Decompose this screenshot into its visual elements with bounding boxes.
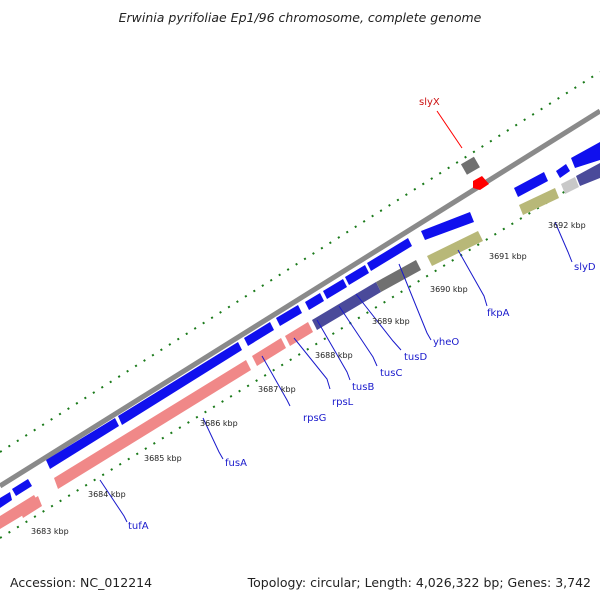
kbp-label-3690: 3690 kbp (430, 285, 468, 294)
gene-bar-gray[interactable] (376, 260, 421, 292)
slyX-callout-line (436, 110, 463, 149)
gene-bar-rpsG-operon[interactable] (252, 338, 286, 366)
kbp-label-3687: 3687 kbp (258, 385, 296, 394)
chromosome-backbone (0, 108, 600, 489)
gene-bar[interactable] (19, 496, 42, 518)
gene-label-slyX[interactable]: slyX (419, 97, 440, 108)
forward-strand-features (0, 142, 600, 508)
gene-arrow-tusC[interactable] (323, 279, 347, 299)
gene-bar-slyD-operon[interactable] (519, 188, 559, 215)
inner-tick-ring (0, 169, 600, 539)
kbp-label-3689: 3689 kbp (372, 317, 410, 326)
gene-arrow[interactable] (12, 479, 32, 496)
kbp-label-3683: 3683 kbp (31, 527, 69, 536)
gene-label-yheO[interactable]: yheO (433, 337, 459, 348)
gene-label-fusA[interactable]: fusA (225, 458, 247, 469)
genome-summary-text: Topology: circular; Length: 4,026,322 bp… (247, 575, 591, 590)
reverse-strand-features (0, 163, 600, 529)
kbp-label-3688: 3688 kbp (315, 351, 353, 360)
kbp-label-3684: 3684 kbp (88, 490, 126, 499)
kbp-label-3692: 3692 kbp (548, 221, 586, 230)
gene-arrow-tufA[interactable] (46, 418, 119, 469)
kbp-label-3686: 3686 kbp (200, 419, 238, 428)
gene-arrow-yheO[interactable] (367, 238, 412, 271)
gene-arrow[interactable] (0, 492, 12, 508)
gene-bar-tus-operon[interactable] (312, 282, 381, 330)
gene-bar-purple[interactable] (576, 163, 600, 186)
gene-arrow-tusB[interactable] (305, 293, 324, 310)
gene-callouts (99, 221, 573, 523)
gene-bar-fkpA-operon[interactable] (427, 231, 483, 266)
accession-text: Accession: NC_012214 (10, 575, 153, 590)
slyX-highlight-feature[interactable] (473, 176, 489, 190)
gene-label-slyD[interactable]: slyD (574, 262, 596, 273)
gene-label-fkpA[interactable]: fkpA (487, 308, 510, 319)
outer-tick-ring (0, 71, 600, 453)
kbp-label-3685: 3685 kbp (144, 454, 182, 463)
gene-label-tusB[interactable]: tusB (352, 382, 374, 393)
gene-arrow-rpsL[interactable] (276, 305, 302, 326)
gene-label-tusC[interactable]: tusC (380, 368, 402, 379)
gene-arrow-rpsG[interactable] (244, 322, 274, 346)
slyX-gray-feature[interactable] (460, 156, 480, 175)
gene-label-rpsG[interactable]: rpsG (303, 413, 326, 424)
gene-label-rpsL[interactable]: rpsL (332, 397, 354, 408)
gene-bar-light[interactable] (561, 177, 579, 194)
gene-bar-rpsL-operon[interactable] (285, 322, 313, 346)
gene-label-tufA[interactable]: tufA (128, 521, 149, 532)
gene-arrow-fkpA[interactable] (421, 212, 474, 240)
kbp-label-3691: 3691 kbp (489, 252, 527, 261)
gene-arrow-tusD[interactable] (345, 265, 369, 285)
map-title: Erwinia pyrifoliae Ep1/96 chromosome, co… (118, 10, 482, 25)
gene-arrow[interactable] (571, 142, 600, 168)
gene-arrow[interactable] (556, 164, 570, 178)
gene-bar-tufA-operon[interactable] (54, 360, 251, 489)
gene-label-tusD[interactable]: tusD (404, 352, 427, 363)
gene-arrow-fusA[interactable] (118, 342, 242, 425)
gene-arrow[interactable] (514, 172, 548, 197)
